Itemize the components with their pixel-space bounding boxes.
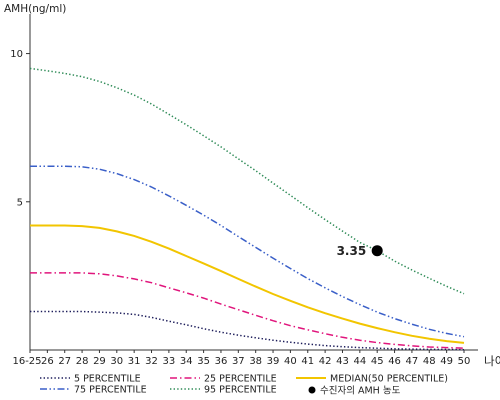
x-tick-label: 29 (93, 356, 106, 367)
series-layer (29, 67, 465, 351)
legend-label-4: 95 PERCENTILE (204, 385, 277, 396)
marker-point (371, 245, 383, 257)
legend-marker-swatch (308, 386, 316, 394)
marker-layer: 3.35 (337, 244, 383, 258)
x-tick-label: 33 (163, 356, 176, 367)
x-tick-label: 30 (110, 356, 123, 367)
y-tick-label: 5 (17, 197, 23, 208)
x-tick-label: 32 (145, 356, 158, 367)
x-tick-label: 45 (371, 356, 384, 367)
x-tick-label: 26 (41, 356, 54, 367)
x-tick-label: 39 (267, 356, 280, 367)
x-tick-label: 44 (353, 356, 366, 367)
legend-marker-label: 수진자의 AMH 농도 (320, 386, 401, 397)
y-axis-label: AMH(ng/ml) (4, 3, 66, 15)
x-tick-label: 46 (388, 356, 401, 367)
x-tick-label: 28 (76, 356, 89, 367)
series-line-0 (30, 310, 465, 351)
x-tick-label: 36 (215, 356, 228, 367)
series-line-2 (30, 224, 465, 344)
x-tick-label: 16-25 (12, 356, 41, 367)
x-tick-label: 27 (58, 356, 71, 367)
series-line-1 (30, 272, 465, 349)
x-tick-label: 35 (197, 356, 210, 367)
x-tick-label: 41 (301, 356, 314, 367)
x-tick-label: 49 (440, 356, 453, 367)
legend-label-1: 25 PERCENTILE (204, 374, 277, 385)
legend: 5 PERCENTILE 25 PERCENTILE MEDIAN(50 PERCE… (40, 374, 448, 397)
legend-label-2: MEDIAN(50 PERCENTILE) (330, 374, 448, 385)
axes: AMH(ng/ml) 5 10 16-25 26 27 28 29 30 31 32 33 34 35 36… (4, 3, 500, 368)
legend-label-3: 75 PERCENTILE (74, 385, 147, 396)
x-tick-label: 34 (180, 356, 193, 367)
x-tick-label: 43 (336, 356, 349, 367)
x-tick-label: 48 (423, 356, 436, 367)
x-tick-label: 31 (128, 356, 141, 367)
series-line-4 (29, 67, 465, 295)
x-tick-label: 50 (458, 356, 471, 367)
x-tick-label: 47 (406, 356, 419, 367)
x-tick-label: 37 (232, 356, 245, 367)
y-tick-label: 10 (10, 49, 23, 60)
series-line-3 (30, 165, 465, 338)
x-tick-label: 38 (249, 356, 262, 367)
x-tick-label: 42 (319, 356, 332, 367)
x-tick-label: 40 (284, 356, 297, 367)
legend-label-0: 5 PERCENTILE (74, 374, 141, 385)
x-axis-label: 나이 (484, 354, 500, 368)
marker-value-label: 3.35 (337, 244, 367, 258)
